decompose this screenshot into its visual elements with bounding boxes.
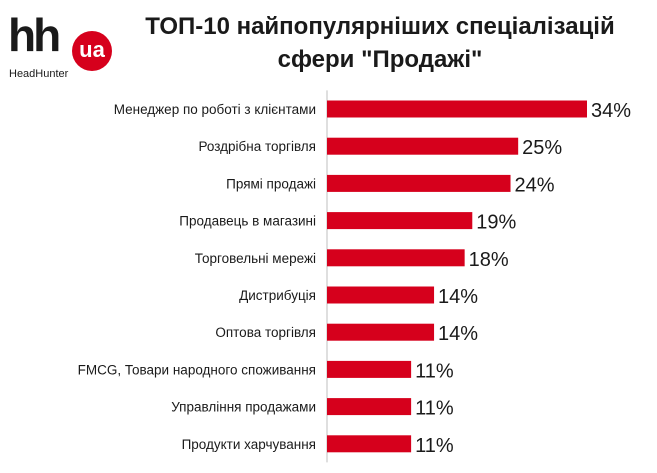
- bar: [327, 174, 511, 192]
- bar: [327, 398, 412, 416]
- logo-hh-text: hh: [8, 9, 61, 61]
- bar: [327, 249, 465, 267]
- bar: [327, 212, 473, 230]
- chart-title-line-1: ТОП-10 найпопулярніших спеціалізацій: [145, 13, 615, 40]
- data-label: 14%: [438, 286, 478, 308]
- category-label: Оптова торгівля: [215, 325, 316, 340]
- category-label: Продавець в магазині: [179, 214, 316, 229]
- category-label: Дистрибуція: [239, 288, 316, 303]
- data-label: 34%: [591, 100, 631, 122]
- category-label: Управління продажами: [171, 400, 316, 415]
- data-label: 18%: [469, 249, 509, 271]
- category-label: Продукти харчування: [182, 437, 316, 452]
- logo-ua-badge: ua: [72, 31, 112, 71]
- data-label: 19%: [476, 212, 516, 234]
- data-label: 24%: [515, 174, 555, 196]
- logo-subtitle: HeadHunter: [9, 68, 69, 80]
- data-label: 11%: [415, 398, 454, 420]
- data-label: 25%: [522, 137, 562, 159]
- bar: [327, 286, 435, 304]
- headhunter-logo: hh ua HeadHunter: [8, 12, 118, 82]
- bar: [327, 323, 435, 341]
- data-label: 11%: [415, 360, 454, 382]
- bar: [327, 360, 412, 378]
- category-label: Менеджер по роботі з клієнтами: [114, 102, 316, 117]
- data-label: 11%: [415, 435, 454, 457]
- chart-title-line-2: сфери "Продажі": [277, 46, 483, 73]
- category-label: Роздрібна торгівля: [198, 139, 316, 154]
- chart-title: ТОП-10 найпопулярніших спеціалізацій сфе…: [115, 10, 645, 76]
- data-label: 14%: [438, 323, 478, 345]
- category-label: FMCG, Товари народного споживання: [78, 362, 316, 377]
- bar: [327, 137, 519, 155]
- category-label: Торговельні мережі: [195, 251, 316, 266]
- bar: [327, 435, 412, 453]
- category-label: Прямі продажі: [226, 176, 316, 191]
- bar: [327, 100, 587, 118]
